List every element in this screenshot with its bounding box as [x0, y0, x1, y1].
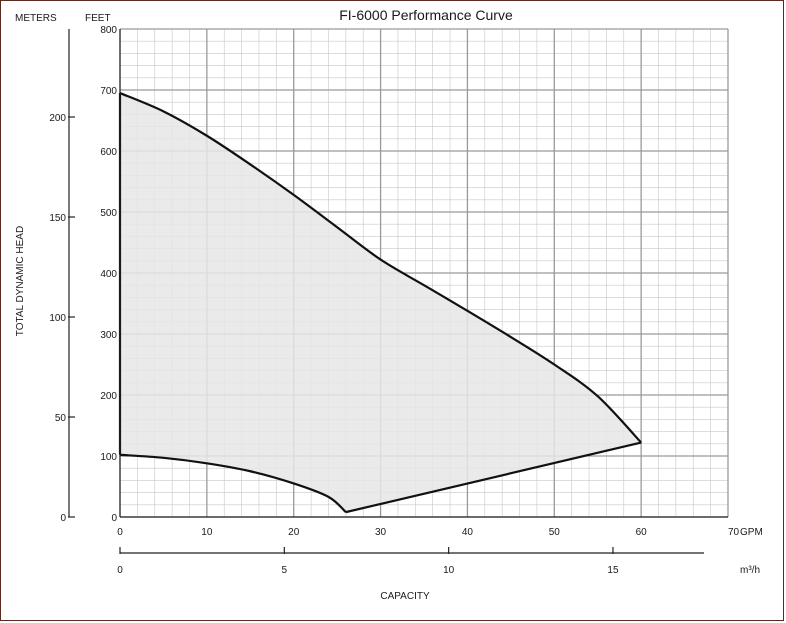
feet-tick-label: 800 — [100, 25, 117, 36]
feet-tick-label: 100 — [100, 452, 117, 463]
meters-tick-label: 200 — [49, 113, 66, 124]
feet-tick-label: 600 — [100, 147, 117, 158]
gpm-tick-label: 0 — [117, 527, 123, 538]
meters-tick-label: 50 — [55, 413, 67, 424]
performance-area-layer — [118, 92, 642, 514]
meters-unit-label: METERS — [15, 13, 57, 24]
gpm-tick-label: 20 — [288, 527, 300, 538]
x-axis-title: CAPACITY — [380, 591, 430, 602]
gpm-tick-label: 50 — [549, 527, 561, 538]
feet-tick-label: 200 — [100, 391, 117, 402]
chart-title: FI-6000 Performance Curve — [339, 7, 513, 23]
meters-tick-label: 100 — [49, 313, 66, 324]
y-axis-title: TOTAL DYNAMIC HEAD — [15, 226, 26, 336]
m3h-tick-label: 10 — [443, 565, 455, 576]
m3h-tick-label: 5 — [282, 565, 288, 576]
gpm-tick-label: 70 — [728, 527, 740, 538]
gpm-tick-label: 10 — [201, 527, 213, 538]
lower-head-curve-right — [345, 441, 642, 514]
lower-head-curve-left — [119, 453, 347, 513]
feet-tick-label: 0 — [111, 513, 117, 524]
meters-tick-label: 150 — [49, 213, 66, 224]
feet-tick-label: 500 — [100, 208, 117, 219]
m3h-tick-label: 0 — [117, 565, 123, 576]
performance-area-fill — [120, 93, 642, 513]
gpm-tick-label: 40 — [462, 527, 474, 538]
gpm-tick-label: 60 — [636, 527, 648, 538]
feet-unit-label: FEET — [85, 13, 111, 24]
axes-layer — [68, 29, 728, 554]
feet-tick-label: 300 — [100, 330, 117, 341]
feet-tick-label: 700 — [100, 86, 117, 97]
meters-tick-label: 0 — [60, 513, 66, 524]
upper-head-curve — [119, 92, 642, 444]
feet-tick-label: 400 — [100, 269, 117, 280]
gpm-unit-label: GPM — [740, 527, 763, 538]
gpm-tick-label: 30 — [375, 527, 387, 538]
m3h-unit-label: m³/h — [740, 565, 760, 576]
m3h-tick-label: 15 — [607, 565, 619, 576]
